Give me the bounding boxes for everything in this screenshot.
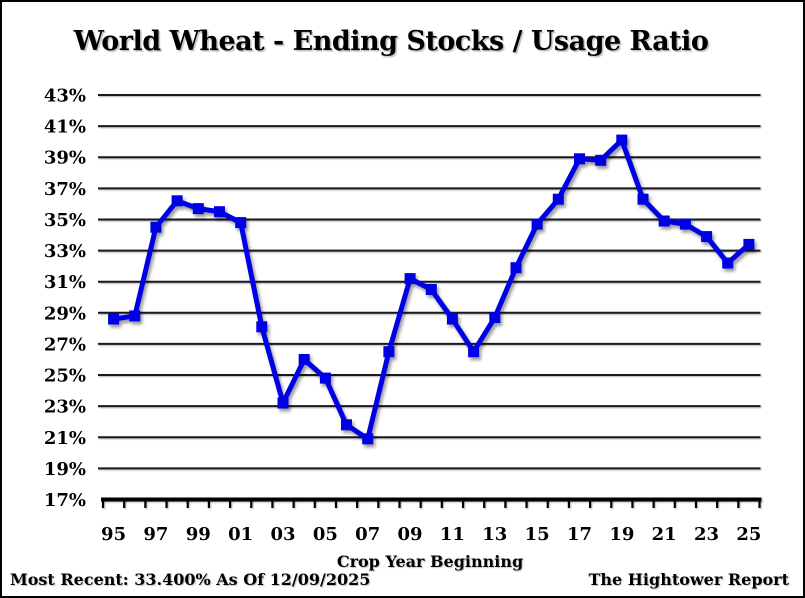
x-tick-label: 19	[609, 524, 634, 545]
x-tick-label: 95	[101, 524, 126, 545]
gridlines-layer	[98, 94, 761, 470]
data-point-02	[256, 321, 268, 333]
x-tick-label: 23	[694, 524, 719, 545]
y-tick-label: 43%	[44, 86, 86, 107]
x-tick-label: 21	[652, 524, 677, 545]
y-tick-label: 25%	[44, 366, 86, 387]
data-point-05	[319, 372, 331, 384]
y-tick-label: 29%	[44, 303, 86, 324]
axis-labels-layer: 43% 41% 39% 37% 35% 33% 31% 29% 27% 25% 23% 21% 19% 1…	[44, 86, 762, 546]
data-point-24	[722, 257, 734, 269]
y-tick-label: 23%	[44, 397, 86, 418]
data-point-10	[425, 284, 437, 295]
series-layer	[108, 134, 755, 445]
data-point-97	[150, 221, 162, 233]
y-tick-label: 35%	[44, 210, 86, 231]
data-point-99	[192, 203, 204, 215]
data-point-07	[362, 433, 374, 445]
data-point-16	[552, 193, 564, 205]
x-tick-label: 97	[143, 524, 168, 545]
x-tick-label: 13	[482, 524, 507, 545]
data-point-14	[510, 262, 522, 274]
data-point-96	[129, 310, 141, 322]
y-tick-label: 33%	[44, 241, 86, 262]
x-tick-label: 17	[567, 524, 592, 545]
data-point-95	[108, 313, 120, 325]
data-point-09	[404, 273, 416, 285]
x-tick-label: 05	[313, 524, 338, 545]
data-point-19	[616, 134, 628, 146]
y-tick-label: 39%	[44, 148, 86, 169]
x-tick-label: 99	[186, 524, 211, 545]
data-point-17	[574, 153, 585, 165]
source-label: The Hightower Report	[588, 570, 789, 589]
data-point-22	[679, 218, 691, 230]
y-tick-label: 17%	[44, 490, 86, 511]
axis-layer	[101, 497, 762, 508]
data-point-25	[743, 238, 755, 250]
y-tick-label: 37%	[44, 179, 86, 200]
data-point-12	[468, 346, 480, 358]
x-axis-title: Crop Year Beginning	[336, 552, 524, 571]
data-point-11	[446, 313, 458, 325]
y-tick-label: 27%	[44, 334, 86, 355]
data-point-21	[658, 215, 670, 227]
x-tick-label: 07	[355, 524, 380, 545]
data-point-04	[298, 354, 310, 365]
y-tick-label: 21%	[44, 428, 86, 449]
x-tick-label: 15	[525, 524, 550, 545]
data-point-13	[489, 312, 501, 323]
x-tick-label: 09	[398, 524, 423, 545]
y-tick-label: 41%	[44, 117, 86, 138]
data-point-23	[701, 231, 713, 243]
data-point-08	[383, 346, 395, 358]
x-tick-label: 01	[228, 524, 253, 545]
data-point-20	[637, 193, 649, 205]
x-tick-label: 11	[440, 524, 465, 545]
x-tick-label: 03	[270, 524, 295, 545]
data-point-18	[595, 154, 607, 166]
y-tick-label: 31%	[44, 272, 86, 293]
y-tick-label: 19%	[44, 459, 86, 480]
data-point-01	[235, 217, 247, 229]
x-tick-label: 25	[736, 524, 761, 545]
data-point-06	[341, 419, 352, 431]
data-point-00	[214, 206, 225, 218]
data-point-03	[277, 397, 289, 409]
data-point-98	[171, 195, 183, 207]
data-point-15	[531, 218, 543, 230]
chart-title: World Wheat - Ending Stocks / Usage Rati…	[73, 26, 709, 57]
most-recent-label: Most Recent: 33.400% As Of 12/09/2025	[10, 570, 371, 589]
